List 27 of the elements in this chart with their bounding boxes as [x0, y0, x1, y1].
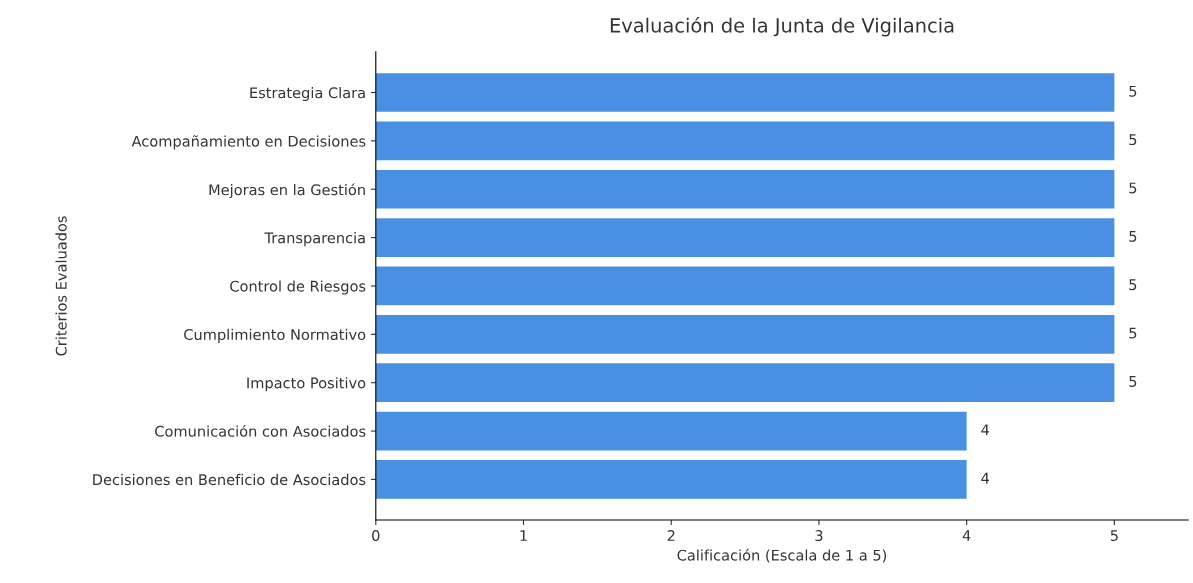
data-label: 5 — [1129, 134, 1137, 146]
y-axis-title: Criterios Evaluados — [55, 216, 67, 356]
data-label: 5 — [1129, 376, 1137, 387]
y-tick-label: Acompañamiento en Decisiones — [131, 135, 366, 150]
chart-title: Evaluación de la Junta de Vigilancia — [610, 16, 954, 37]
x-tick-label: 1 — [520, 530, 527, 541]
x-tick-label: 3 — [815, 530, 823, 542]
y-tick-label: Mejoras en la Gestión — [209, 183, 365, 199]
y-tick-label: Comunicación con Asociados — [155, 424, 366, 437]
data-label: 5 — [1129, 279, 1137, 291]
data-label: 4 — [981, 472, 989, 484]
y-tick-label: Transparencia — [264, 232, 365, 247]
data-label: 4 — [981, 424, 989, 436]
y-tick-label: Estrategia Clara — [250, 86, 365, 102]
y-tick-label: Control de Riesgos — [230, 280, 366, 295]
data-label: 5 — [1129, 327, 1137, 339]
data-label: 5 — [1129, 85, 1137, 97]
x-tick-label: 4 — [962, 530, 971, 541]
x-tick-label: 5 — [1110, 530, 1118, 542]
x-tick-label: 2 — [667, 530, 675, 541]
x-tick-label: 0 — [372, 530, 380, 542]
data-label: 5 — [1129, 182, 1137, 194]
x-axis-title: Calificación (Escala de 1 a 5) — [677, 548, 887, 563]
y-tick-label: Impacto Positivo — [247, 377, 366, 392]
y-tick-label: Cumplimiento Normativo — [184, 328, 366, 343]
y-tick-label: Decisiones en Beneficio de Asociados — [93, 473, 366, 486]
data-label: 5 — [1129, 230, 1137, 242]
